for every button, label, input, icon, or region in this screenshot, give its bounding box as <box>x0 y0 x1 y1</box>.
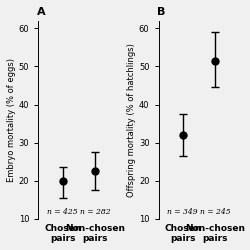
Text: A: A <box>37 7 46 17</box>
Y-axis label: Offspring mortality (% of hatchlings): Offspring mortality (% of hatchlings) <box>127 43 136 197</box>
Text: n = 245: n = 245 <box>200 208 230 216</box>
Text: n = 282: n = 282 <box>80 208 110 216</box>
Text: n = 349: n = 349 <box>168 208 198 216</box>
Text: B: B <box>157 7 165 17</box>
Y-axis label: Embryo mortality (% of eggs): Embryo mortality (% of eggs) <box>7 58 16 182</box>
Text: n = 425: n = 425 <box>47 208 78 216</box>
